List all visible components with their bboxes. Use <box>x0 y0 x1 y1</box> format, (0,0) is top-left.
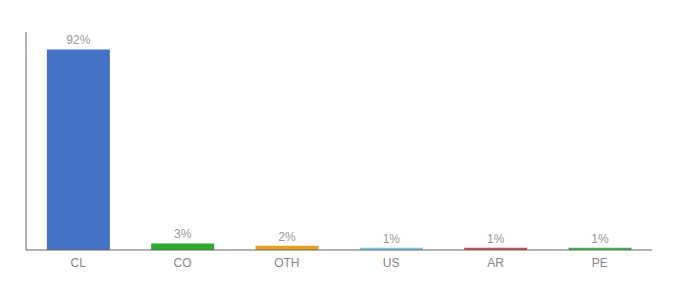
svg-text:CL: CL <box>70 256 86 270</box>
svg-text:3%: 3% <box>174 227 192 241</box>
svg-text:1%: 1% <box>487 232 505 246</box>
svg-text:AR: AR <box>487 256 504 270</box>
svg-text:OTH: OTH <box>274 256 299 270</box>
svg-text:1%: 1% <box>591 232 609 246</box>
svg-text:US: US <box>383 256 400 270</box>
svg-text:92%: 92% <box>66 33 90 47</box>
svg-text:PE: PE <box>592 256 608 270</box>
svg-text:CO: CO <box>174 256 192 270</box>
svg-text:1%: 1% <box>383 232 401 246</box>
svg-text:2%: 2% <box>278 230 296 244</box>
